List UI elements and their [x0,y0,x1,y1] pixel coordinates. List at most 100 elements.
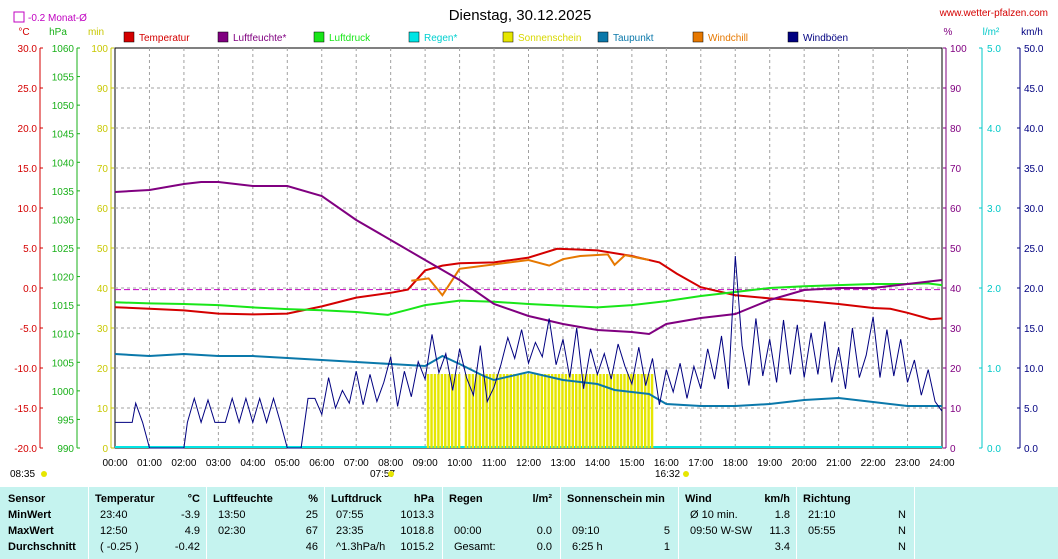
sunshine-bar [444,374,447,448]
x-tick-label: 13:00 [550,458,575,469]
sunshine-bar [619,374,623,448]
sunshine-bar [550,374,554,448]
press-axis-label: 1020 [52,273,75,284]
summary-sun-time: 09:10 [572,525,600,537]
summary-hum-val: 67 [305,525,318,537]
wind-axis-label: 35.0 [1024,164,1044,175]
sun-axis-label: 60 [97,204,109,215]
summary-table: Sensor Temperatur °C Luftfeuchte % Luftd… [0,487,1058,559]
sunshine-bar [588,374,592,448]
temp-axis-label: 30.0 [18,44,38,55]
summary-dir-time: 05:55 [808,525,836,537]
press-axis-label: 1035 [52,187,75,198]
sunshine-bar [592,374,595,448]
x-tick-label: 01:00 [137,458,162,469]
sunshine-bar [643,374,647,448]
sunshine-bar [612,374,616,448]
x-tick-label: 20:00 [792,458,817,469]
sunshine-bar [481,374,485,448]
press-axis-label: 1055 [52,73,75,84]
sunshine-bar [633,374,637,448]
legend-label: Temperatur [139,33,190,44]
summary-wind-time: 09:50 W-SW [690,525,753,537]
summary-wind-val: 1.8 [774,509,790,521]
summary-sun-val: 1 [663,541,670,553]
header-temperature-unit: °C [187,493,200,505]
hum-unit: % [944,27,953,38]
x-tick-label: 04:00 [240,458,265,469]
sunshine-bar [430,374,433,448]
temp-axis-label: 25.0 [18,84,38,95]
sunshine-bar [478,374,481,448]
wind-axis-label: 10.0 [1024,364,1044,375]
temp-axis-label: 10.0 [18,204,38,215]
legend-swatch [313,31,325,43]
press-axis-label: 995 [57,415,74,426]
x-tick-label: 03:00 [206,458,231,469]
hum-axis-label: 50 [950,244,962,255]
legend-swatch [217,31,229,43]
sunshine-bar [447,374,450,448]
legend-swatch [597,31,609,43]
header-rain-unit: l/m² [532,493,552,505]
sunshine-bar [488,374,492,448]
sun-unit: min [88,27,104,38]
sunshine-bar [523,374,526,448]
summary-temp-val: -0.42 [174,541,200,553]
sun-axis-label: 40 [97,284,109,295]
x-tick-label: 21:00 [826,458,851,469]
legend-swatch [787,31,799,43]
sunshine-bar [499,374,502,448]
sunshine-bar [585,374,588,448]
sun-axis-label: 70 [97,164,109,175]
sunshine-bar [637,374,640,448]
site-link[interactable]: www.wetter-pfalzen.com [939,8,1048,19]
sun-axis-label: 0 [102,444,108,455]
legend-swatch [502,31,514,43]
sunset-label: 16:32 [655,469,680,480]
press-axis-label: 1010 [52,330,75,341]
x-tick-label: 07:00 [344,458,369,469]
x-tick-label: 06:00 [309,458,334,469]
summary-rain-val: 0.0 [536,541,552,553]
press-axis-label: 1040 [52,158,75,169]
legend-label: Taupunkt [613,33,654,44]
sunshine-bar [554,374,557,448]
legend-label: Windchill [708,33,748,44]
press-axis-label: 990 [57,444,74,455]
x-tick-label: 24:00 [929,458,954,469]
sunshine-bar [564,374,568,448]
legend-label: Sonnenschein [518,33,581,44]
hum-axis-label: 60 [950,204,962,215]
col-divider [796,487,797,559]
sunshine-bar [595,374,599,448]
sunshine-bar [640,374,643,448]
x-tick-label: 22:00 [861,458,886,469]
hum-axis-label: 10 [950,404,962,415]
wind-axis-label: 5.0 [1024,404,1038,415]
sunshine-bar [575,374,578,448]
sun-axis-label: 50 [97,244,109,255]
col-divider [206,487,207,559]
summary-dir-time: 21:10 [808,509,836,521]
sunshine-bar [450,374,454,448]
sunshine-bar [475,374,478,448]
rain-axis-label: 4.0 [987,124,1001,135]
x-tick-label: 12:00 [516,458,541,469]
sunshine-bar [492,374,495,448]
summary-label: Durchschnitt [8,541,76,553]
sunshine-bar [578,374,581,448]
sun-axis-label: 100 [91,44,108,55]
summary-temp-time: ( -0.25 ) [100,541,139,553]
x-tick-label: 14:00 [585,458,610,469]
sunshine-bar [647,374,650,448]
avg-legend-box [13,11,25,23]
press-axis-label: 1045 [52,130,75,141]
sunshine-bar [502,374,506,448]
summary-dir-val: N [898,509,906,521]
sunshine-bar [571,374,575,448]
series-windchill [411,253,650,297]
temp-axis-label: 0.0 [23,284,37,295]
legend-swatch [123,31,135,43]
sunshine-bar [464,374,468,448]
